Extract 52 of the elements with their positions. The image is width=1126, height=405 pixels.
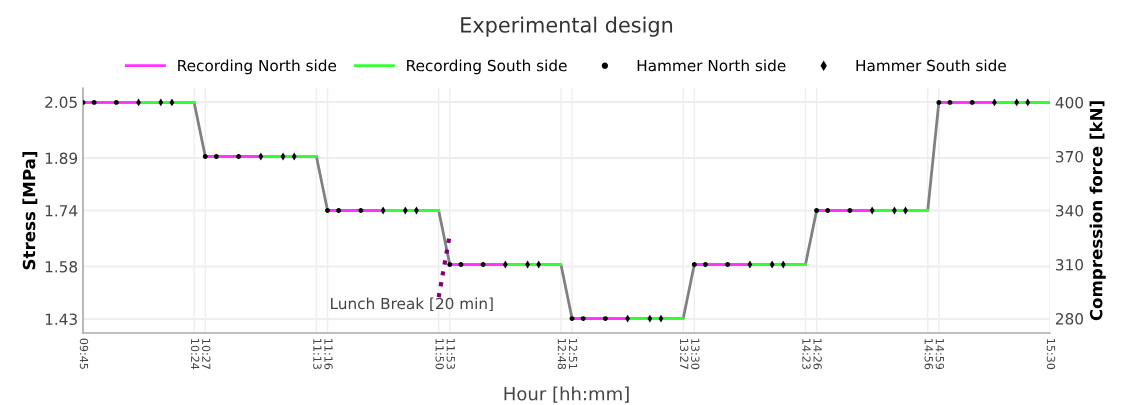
point <box>202 154 208 159</box>
x-tick-label: 11:13 <box>313 339 322 369</box>
y-tick-label: 2.05 <box>45 96 77 109</box>
legend-label: Recording South side <box>407 59 567 75</box>
y2-tick-label: 400 <box>1055 96 1084 109</box>
y-tick-label: 1.43 <box>45 313 77 326</box>
legend-label: Hammer North side <box>637 59 786 72</box>
point <box>691 262 697 267</box>
point <box>236 154 242 159</box>
point <box>580 316 586 322</box>
y-tick-label: 1.74 <box>45 205 78 217</box>
x-tick-label: 12:48 <box>557 339 567 370</box>
x-tick-label: 12:51 <box>568 339 578 369</box>
legend-label: Hammer South side <box>856 59 1006 72</box>
x-axis-title: Hour [hh:mm] <box>504 386 629 403</box>
point <box>91 99 97 105</box>
y2-tick-label: 340 <box>1056 204 1084 217</box>
y2-tick-label: 370 <box>1056 150 1084 163</box>
x-tick-label: 15:30 <box>1046 339 1056 370</box>
x-tick-label: 13:27 <box>679 339 689 369</box>
point <box>936 99 942 105</box>
point <box>325 208 330 213</box>
x-tick-label: 09:45 <box>79 338 89 369</box>
x-tick-label: 14:23 <box>802 339 811 369</box>
point <box>447 262 453 267</box>
point <box>814 208 820 213</box>
x-tick-label: 14:56 <box>924 339 933 370</box>
x-tick-label: 14:26 <box>813 339 822 370</box>
point <box>213 154 219 159</box>
point <box>602 316 608 322</box>
y2-tick-label: 310 <box>1056 259 1084 271</box>
point <box>113 99 119 105</box>
chart-title: Experimental design <box>461 16 673 37</box>
x-tick-label: 10:24 <box>190 339 200 370</box>
y-tick-label: 1.89 <box>45 152 78 165</box>
x-tick-label: 13:30 <box>691 339 700 370</box>
point <box>703 262 708 267</box>
y2-axis-title: Compression force [kN] <box>1089 101 1106 321</box>
point <box>969 99 975 105</box>
y-axis-title: Stress [MPa] <box>22 151 38 270</box>
annotation: Lunch Break [20 min] <box>331 297 493 312</box>
x-tick-label: 14:59 <box>935 339 945 370</box>
legend-label: Recording North side <box>178 59 337 75</box>
point <box>336 208 342 213</box>
x-tick-label: 11:53 <box>446 339 455 369</box>
point <box>725 262 731 267</box>
x-tick-label: 11:16 <box>324 339 333 370</box>
y2-tick-label: 280 <box>1055 313 1084 325</box>
x-tick-label: 10:27 <box>202 339 211 369</box>
x-tick-label: 11:50 <box>435 339 444 370</box>
y-tick-label: 1.58 <box>45 260 78 273</box>
point <box>825 208 831 213</box>
